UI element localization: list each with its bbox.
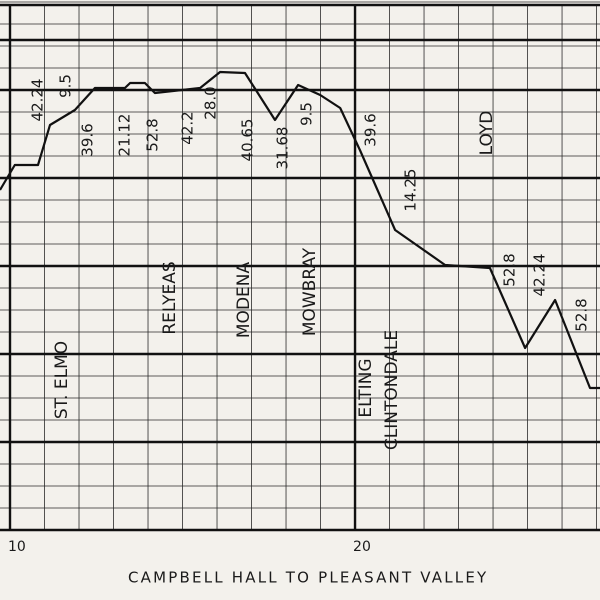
- grade-label: 42.2: [179, 111, 197, 144]
- grade-label: 9.5: [298, 102, 316, 126]
- station-label: MOWBRAY: [300, 247, 320, 336]
- grade-label: 52.8: [144, 118, 162, 151]
- station-label: CLINTONDALE: [382, 330, 402, 450]
- station-label: MODENA: [234, 262, 254, 339]
- grade-label: 31.68: [274, 127, 292, 170]
- x-tick-label: 20: [353, 539, 371, 555]
- profile-line: [0, 70, 600, 390]
- grade-label: 52.8: [501, 253, 519, 286]
- station-label: RELYEAS: [160, 261, 180, 334]
- x-tick-label: 10: [8, 539, 26, 555]
- grade-label: 14.25: [402, 169, 420, 212]
- station-label: ST. ELMO: [52, 341, 72, 419]
- grade-label: 39.6: [79, 123, 97, 156]
- grade-label: 39.6: [362, 113, 380, 146]
- station-label: ELTING: [356, 358, 376, 417]
- grade-label: 42.24: [29, 79, 47, 122]
- chart-title: CAMPBELL HALL TO PLEASANT VALLEY: [128, 569, 488, 587]
- grade-label: 52.8: [573, 298, 591, 331]
- station-label: LOYD: [477, 111, 497, 156]
- grade-label: 28.0: [202, 86, 220, 119]
- grade-label: 9.5: [57, 74, 75, 98]
- grade-label: 21.12: [116, 114, 134, 157]
- grade-label: 40.65: [239, 119, 257, 162]
- grade-label: 42.24: [531, 254, 549, 297]
